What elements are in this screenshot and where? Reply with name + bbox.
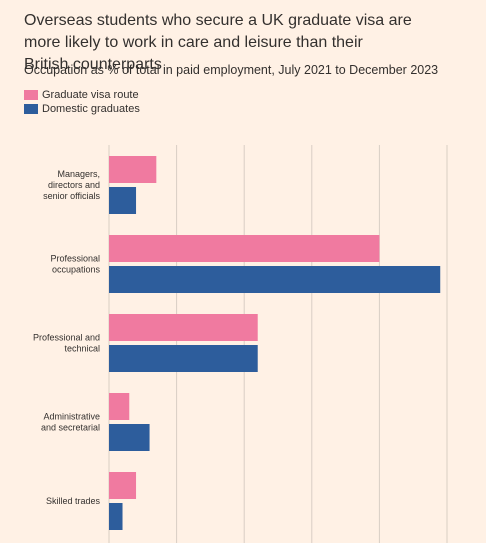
bar <box>109 314 258 341</box>
bar <box>109 393 130 420</box>
bar <box>109 187 137 214</box>
chart-subtitle: Occupation as % of total in paid employm… <box>24 63 438 77</box>
legend-label: Domestic graduates <box>42 103 140 115</box>
y-tick-label: Skilled trades <box>46 496 101 506</box>
bar <box>109 503 123 530</box>
y-tick-label: Professional occupations <box>50 254 100 275</box>
bar <box>109 156 157 183</box>
bar <box>109 472 137 499</box>
legend-label: Graduate visa route <box>42 89 139 101</box>
legend-swatch <box>24 104 38 114</box>
chart-title: Overseas students who secure a UK gradua… <box>24 12 412 73</box>
y-tick-label: Managers, directors and senior officials <box>43 169 100 201</box>
bar <box>109 345 258 372</box>
legend-swatch <box>24 90 38 100</box>
chart-title-text: Overseas students who secure a UK gradua… <box>24 12 412 73</box>
bar <box>109 424 150 451</box>
y-tick-label: Administrative and secretarial <box>41 412 100 433</box>
bar <box>109 266 441 293</box>
y-tick-label: Professional and technical <box>33 333 100 354</box>
bar <box>109 235 380 262</box>
